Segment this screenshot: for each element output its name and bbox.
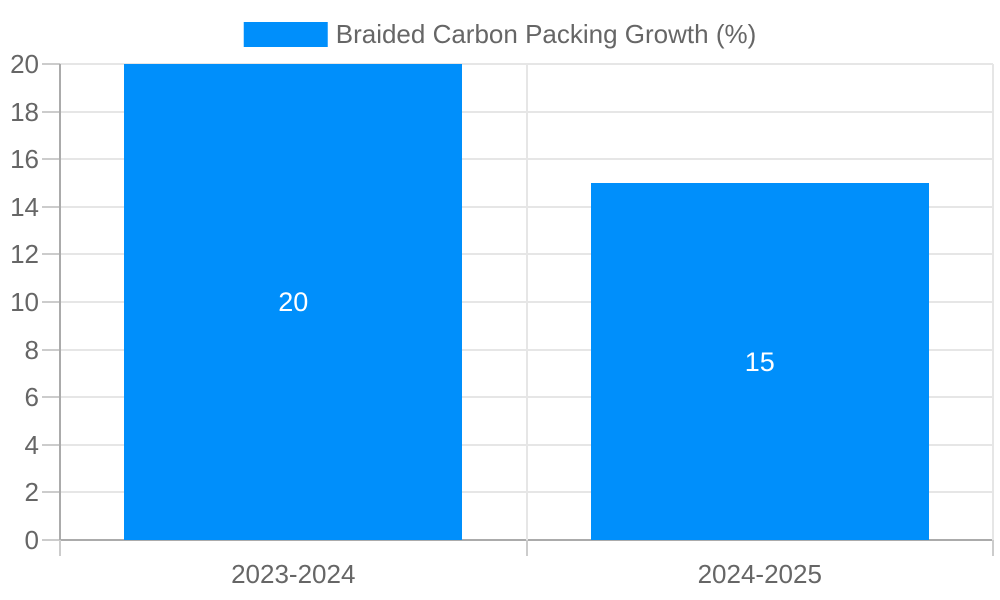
legend-swatch: [243, 22, 328, 47]
gridline-vertical: [525, 64, 528, 540]
y-axis-tick: [42, 205, 60, 208]
x-axis-label: 2023-2024: [231, 559, 356, 589]
gridline-vertical: [992, 64, 994, 540]
bar-value-label: 20: [278, 287, 309, 317]
bar-2024-2025[interactable]: [590, 183, 929, 540]
y-axis-tick: [42, 443, 60, 446]
y-axis-label: 12: [10, 239, 39, 270]
y-axis-label: 8: [24, 334, 39, 365]
y-axis-tick: [42, 253, 60, 256]
y-axis-label: 10: [10, 287, 39, 317]
y-axis-label: 20: [10, 49, 39, 79]
y-axis-label: 16: [10, 144, 39, 175]
x-axis-tick: [59, 540, 61, 556]
y-axis-tick: [42, 110, 60, 113]
y-axis-tick: [42, 491, 60, 494]
y-axis-label: 18: [10, 96, 39, 127]
y-axis-label: 4: [24, 429, 39, 460]
x-axis-tick: [525, 540, 528, 556]
y-axis-tick: [42, 63, 60, 65]
y-axis-label: 14: [10, 191, 39, 222]
y-axis-tick: [42, 348, 60, 351]
x-axis-tick: [992, 540, 994, 556]
y-axis-tick: [42, 158, 60, 161]
y-axis-label: 6: [24, 382, 39, 413]
y-axis-label: 0: [24, 525, 39, 555]
legend-label: Braided Carbon Packing Growth (%): [335, 19, 757, 49]
x-axis-label: 2024-2025: [697, 559, 822, 589]
y-axis-tick: [42, 301, 60, 303]
y-axis-tick: [42, 396, 60, 399]
bar-value-label: 15: [744, 346, 775, 377]
y-axis-tick: [42, 539, 60, 541]
y-axis-line: [59, 64, 61, 540]
y-axis-label: 2: [24, 477, 39, 508]
bar-2023-2024[interactable]: [124, 64, 463, 540]
legend-item[interactable]: Braided Carbon Packing Growth (%): [243, 19, 757, 49]
